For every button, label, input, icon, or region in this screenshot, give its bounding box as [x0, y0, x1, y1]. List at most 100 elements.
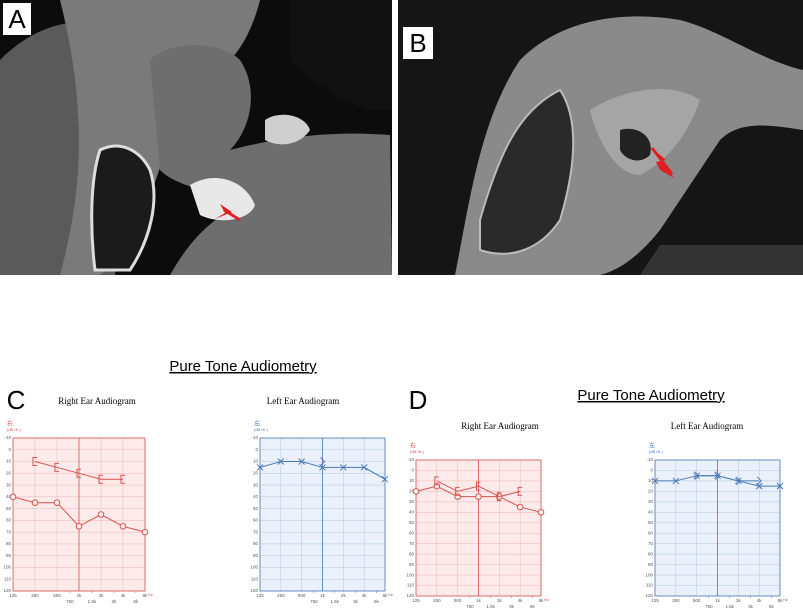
- y-tick-label: 30: [648, 499, 654, 504]
- data-point: [256, 464, 264, 471]
- y-tick-label: 0: [8, 447, 11, 452]
- y-tick-label: 70: [253, 529, 259, 534]
- y-tick-label: 20: [6, 470, 12, 475]
- data-point: [517, 486, 523, 496]
- x-tick-label: 4k: [518, 598, 524, 603]
- y-tick-label: 20: [648, 489, 654, 494]
- y-tick-label: -10: [646, 457, 653, 462]
- data-point: [120, 474, 125, 484]
- ct-image-b: [398, 0, 803, 276]
- x-tick-label: 250: [672, 598, 680, 603]
- y-tick-label: 40: [253, 494, 259, 499]
- x-tick-label: 2k: [497, 598, 503, 603]
- y-axis-unit: (dB HL): [649, 449, 663, 454]
- x-tick-label: 6k: [133, 599, 139, 604]
- x-tick-label: 4k: [121, 593, 127, 598]
- heading: Pure Tone Audiometry: [577, 387, 725, 404]
- x-tick-label: 2k: [736, 598, 742, 603]
- data-point: [9, 493, 17, 501]
- y-tick-label: 110: [407, 583, 415, 588]
- y-tick-label: 50: [648, 520, 654, 525]
- series-line: [436, 480, 521, 498]
- y-tick-label: 0: [255, 447, 258, 452]
- x-tick-label: 3k: [353, 599, 359, 604]
- x-axis-unit: Hz: [783, 597, 788, 602]
- data-point: [672, 477, 680, 485]
- data-point: [97, 511, 105, 518]
- x-tick-label: 750: [705, 604, 713, 609]
- x-tick-label: 3k: [748, 604, 754, 609]
- y-tick-label: -10: [251, 435, 258, 440]
- series-line: [34, 461, 123, 480]
- x-tick-label: 1.5k: [486, 604, 495, 609]
- x-tick-label: 1k: [715, 598, 721, 603]
- y-tick-label: 40: [409, 509, 415, 514]
- y-tick-label: 70: [6, 529, 12, 534]
- x-tick-label: 6k: [530, 604, 536, 609]
- y-tick-label: 80: [648, 551, 654, 556]
- data-point: [320, 457, 326, 466]
- data-point: [360, 464, 368, 471]
- y-tick-label: 80: [6, 541, 12, 546]
- x-tick-label: 6k: [374, 599, 380, 604]
- y-tick-label: 120: [645, 593, 653, 598]
- y-tick-label: 0: [411, 468, 414, 473]
- y-tick-label: 120: [406, 593, 414, 598]
- y-tick-label: 30: [253, 482, 259, 487]
- y-tick-label: 120: [3, 588, 11, 593]
- x-tick-label: 8k: [143, 593, 149, 598]
- data-point: [476, 481, 481, 491]
- data-point: [141, 528, 149, 536]
- y-axis-label: 左: [254, 420, 260, 428]
- y-tick-label: 110: [251, 576, 259, 581]
- data-point: [98, 474, 103, 484]
- y-tick-label: 70: [648, 541, 654, 546]
- y-tick-label: 90: [6, 553, 12, 558]
- x-tick-label: 125: [651, 598, 659, 603]
- chart-title: Left Ear Audiogram: [267, 396, 339, 406]
- y-tick-label: 120: [250, 588, 258, 593]
- data-point: [755, 482, 763, 490]
- heading: Pure Tone Audiometry: [169, 358, 317, 375]
- y-tick-label: 20: [253, 470, 259, 475]
- data-point: [32, 457, 37, 467]
- y-tick-label: -10: [407, 457, 414, 462]
- y-tick-label: 50: [253, 506, 259, 511]
- y-tick-label: 0: [650, 468, 653, 473]
- x-tick-label: 1.5k: [88, 599, 97, 604]
- x-tick-label: 1.5k: [725, 604, 734, 609]
- x-tick-label: 750: [66, 599, 74, 604]
- x-axis-unit: Hz: [544, 597, 549, 602]
- x-axis-unit: Hz: [388, 592, 393, 597]
- data-point: [455, 486, 460, 496]
- y-tick-label: 80: [253, 541, 259, 546]
- x-tick-label: 750: [310, 599, 318, 604]
- chart-title: Left Ear Audiogram: [671, 421, 743, 431]
- panel-label: A: [8, 4, 26, 34]
- x-tick-label: 8k: [383, 593, 389, 598]
- panel-label-box: [3, 3, 31, 35]
- panel-label: C: [7, 385, 26, 415]
- data-point: [277, 458, 285, 465]
- y-tick-label: 30: [6, 482, 12, 487]
- series-line: [696, 475, 760, 482]
- y-tick-label: 50: [6, 506, 12, 511]
- data-point: [496, 492, 502, 502]
- y-tick-label: 10: [253, 459, 259, 464]
- x-tick-label: 250: [31, 593, 39, 598]
- x-tick-label: 2k: [341, 593, 347, 598]
- y-tick-label: 110: [4, 576, 12, 581]
- y-tick-label: -10: [4, 435, 11, 440]
- x-tick-label: 750: [466, 604, 474, 609]
- data-point: [694, 471, 700, 481]
- x-tick-label: 500: [298, 593, 306, 598]
- y-axis-unit: (dB HL): [410, 449, 424, 454]
- y-tick-label: 60: [409, 530, 415, 535]
- chart-title: Right Ear Audiogram: [58, 396, 136, 406]
- y-tick-label: 90: [253, 553, 259, 558]
- y-tick-label: 80: [409, 551, 415, 556]
- data-point: [516, 503, 524, 511]
- data-point: [756, 476, 762, 486]
- x-tick-label: 125: [256, 593, 264, 598]
- x-axis-unit: Hz: [148, 592, 153, 597]
